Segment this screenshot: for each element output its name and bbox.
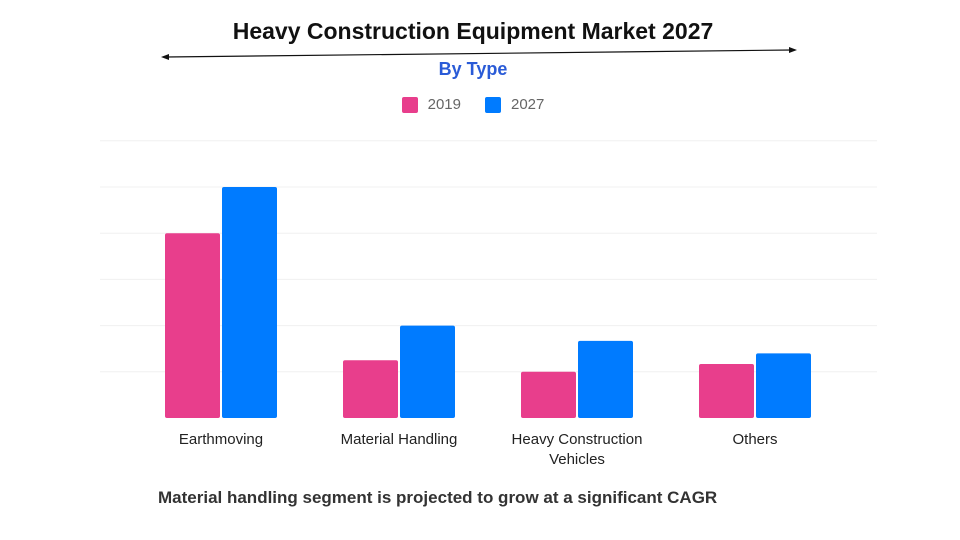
bar-2019-others[interactable] [699, 363, 754, 418]
bar-2027-others[interactable] [756, 353, 811, 418]
bar-2027-heavy-construction-vehicles[interactable] [578, 340, 633, 418]
legend-label: 2019 [427, 96, 461, 113]
legend: 2019 2027 [0, 96, 946, 113]
legend-item-2019[interactable]: 2019 [401, 96, 461, 113]
bar-2027-earthmoving[interactable] [222, 187, 277, 418]
legend-swatch-2027 [485, 96, 501, 113]
bar-2019-heavy-construction-vehicles[interactable] [521, 371, 576, 418]
x-tick-label: Heavy Construction Vehicles [511, 431, 643, 468]
legend-label: 2027 [511, 96, 545, 113]
bar-2019-material-handling[interactable] [343, 360, 398, 418]
x-tick-label: Earthmoving [178, 431, 264, 448]
chart-title: Heavy Construction Equipment Market 2027 [232, 18, 714, 44]
x-tick-label: Material Handling [340, 431, 458, 448]
x-tick-label: Others [732, 431, 778, 448]
chart-annotation: Material handling segment is projected t… [158, 488, 718, 507]
bar-2027-material-handling[interactable] [400, 325, 455, 418]
legend-swatch-2019 [401, 96, 418, 113]
title-arrow [161, 47, 797, 60]
legend-item-2027[interactable]: 2027 [485, 96, 544, 113]
chart-subtitle: By Type [438, 59, 508, 79]
bar-2019-earthmoving[interactable] [165, 233, 220, 418]
